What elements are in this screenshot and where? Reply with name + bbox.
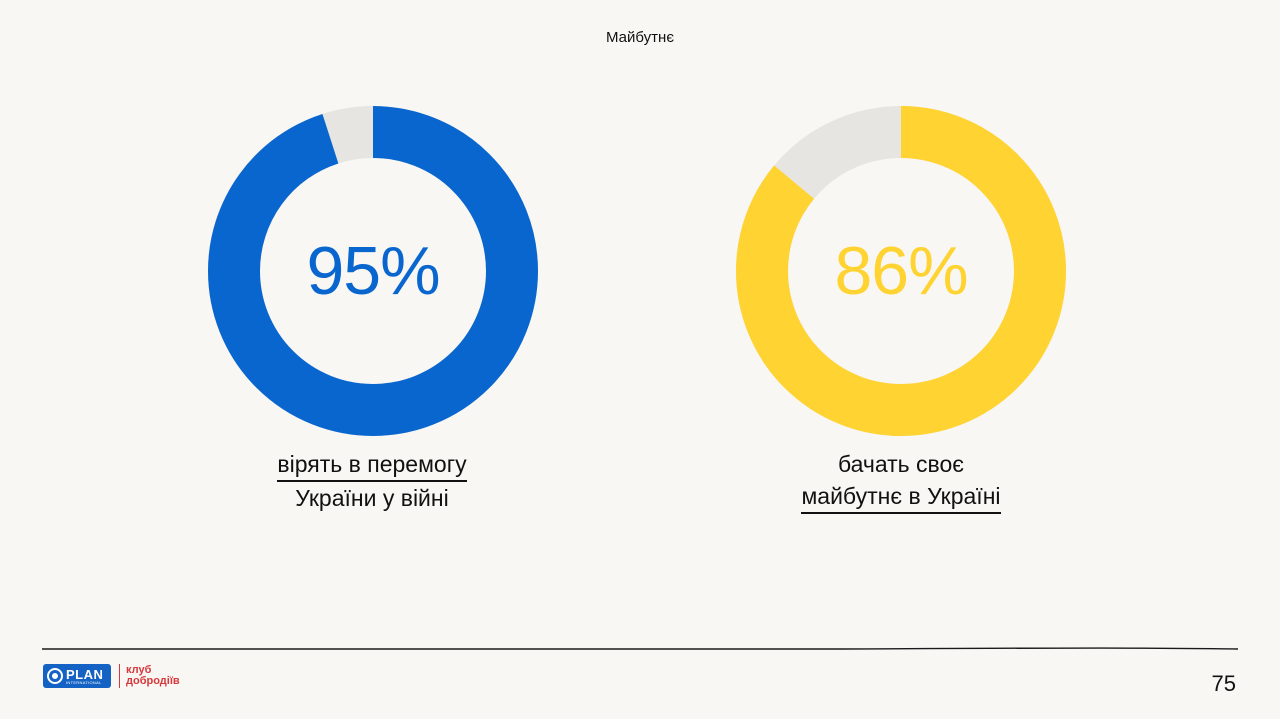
section-title: Майбутнє (606, 29, 674, 46)
donut-1-caption: вірять в перемогу України у війні (172, 448, 572, 514)
donut-chart-1: 95% (208, 106, 538, 436)
donut-2-caption: бачать своє майбутнє в Україні (701, 448, 1101, 514)
club-logo-line1: клуб (126, 664, 152, 676)
plan-international-logo: PLAN INTERNATIONAL (43, 664, 111, 688)
club-dobrodiyiv-logo: клуб добродіїв (126, 665, 180, 687)
donut-1-caption-line2: України у війні (295, 485, 449, 511)
donut-1-value-arc (208, 106, 538, 436)
donut-2-value-label: 86% (834, 233, 968, 309)
plan-club-logo: PLAN INTERNATIONAL клуб добродіїв (43, 664, 180, 688)
logo-divider (119, 664, 120, 688)
donut-2-caption-line2: майбутнє в Україні (801, 482, 1001, 514)
plan-logo-text: PLAN (66, 666, 104, 682)
footer-divider (42, 647, 1238, 651)
plan-logo-subtext: INTERNATIONAL (66, 679, 102, 685)
plan-circle-icon (47, 668, 63, 684)
donut-chart-2: 86% (736, 106, 1066, 436)
donut-2-caption-line1: бачать своє (837, 451, 965, 477)
page-number: 75 (1211, 671, 1236, 696)
club-logo-line2: добродіїв (126, 675, 180, 687)
donut-2-value-arc (736, 106, 1066, 436)
donut-1-caption-line1: вірять в перемогу (277, 450, 467, 482)
donut-chart-1-svg (208, 106, 538, 436)
donut-chart-2-svg (736, 106, 1066, 436)
donut-1-value-label: 95% (306, 233, 440, 309)
